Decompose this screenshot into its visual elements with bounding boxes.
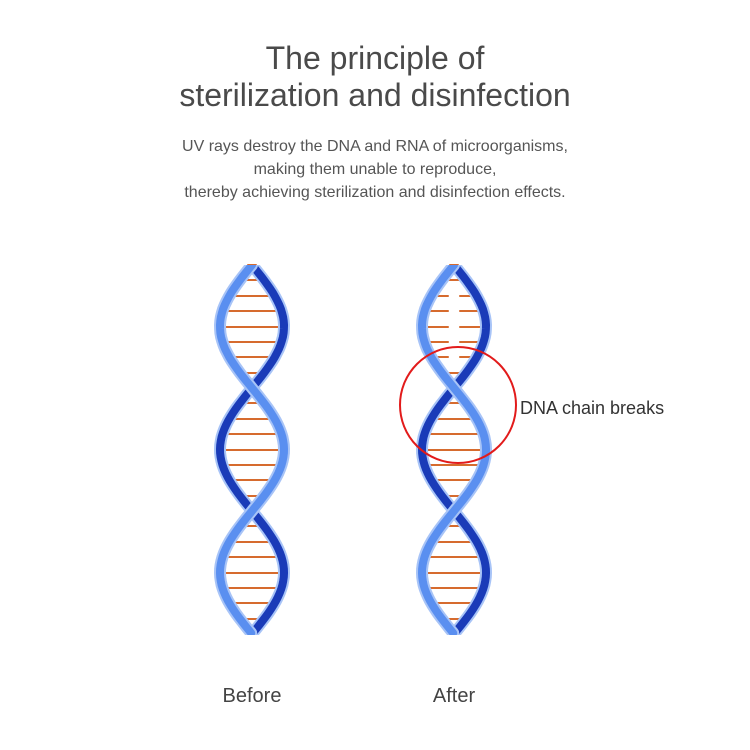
after-label: After [394,685,514,708]
dna-strands-icon [414,265,494,635]
subtitle-line1: UV rays destroy the DNA and RNA of micro… [182,138,568,155]
dna-figure [0,265,750,635]
dna-after [414,265,494,635]
subtitle-line2: making them unable to reproduce, [254,161,497,178]
subtitle-line3: thereby achieving sterilization and disi… [184,184,565,201]
break-annotation: DNA chain breaks [520,398,664,419]
before-label: Before [192,685,312,708]
page-title: The principle of sterilization and disin… [0,40,750,114]
dna-before [212,265,292,635]
title-line1: The principle of [266,40,485,76]
break-highlight-circle-icon [458,405,459,406]
dna-strands-icon [212,265,292,635]
subtitle: UV rays destroy the DNA and RNA of micro… [0,135,750,205]
title-line2: sterilization and disinfection [179,77,570,113]
